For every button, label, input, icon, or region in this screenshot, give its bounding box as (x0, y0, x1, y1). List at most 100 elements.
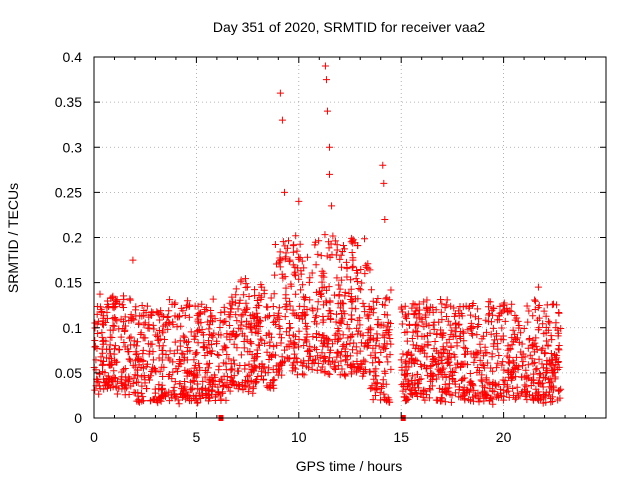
data-point (521, 381, 529, 389)
data-point (218, 389, 226, 397)
data-point (158, 311, 166, 319)
data-point (523, 396, 531, 404)
data-point (94, 330, 102, 338)
data-point (522, 366, 530, 374)
data-point (299, 281, 307, 289)
data-point (402, 385, 410, 393)
data-point (554, 329, 562, 337)
data-point (213, 350, 221, 358)
data-point (98, 345, 106, 353)
data-point (399, 308, 407, 316)
data-point (119, 292, 127, 300)
data-point (175, 400, 183, 408)
data-point (315, 237, 323, 245)
data-point (330, 291, 338, 299)
data-point (403, 314, 411, 322)
data-point (230, 372, 238, 380)
data-point (450, 351, 458, 359)
data-point (338, 276, 346, 284)
data-point (257, 293, 265, 301)
data-point (110, 300, 118, 308)
data-point (94, 378, 102, 386)
data-point (263, 382, 271, 390)
data-point (360, 370, 368, 378)
data-point (370, 375, 378, 383)
data-point (346, 339, 354, 347)
data-point (150, 325, 158, 333)
data-point (546, 356, 554, 364)
data-point (348, 368, 356, 376)
data-point (100, 358, 108, 366)
data-point (418, 315, 426, 323)
data-point (458, 312, 466, 320)
data-point (360, 303, 368, 311)
data-point (291, 263, 299, 271)
data-point (311, 355, 319, 363)
data-point (488, 350, 496, 358)
data-point (326, 354, 334, 362)
data-point (318, 363, 326, 371)
data-point (160, 335, 168, 343)
data-point (159, 372, 167, 380)
data-point (306, 352, 314, 360)
data-point (417, 363, 425, 371)
data-point (100, 385, 108, 393)
data-point (199, 377, 207, 385)
data-point (352, 275, 360, 283)
data-point (356, 365, 364, 373)
data-point (261, 339, 269, 347)
data-point (139, 397, 147, 405)
data-point (532, 297, 540, 305)
data-point (226, 331, 234, 339)
data-point (100, 375, 108, 383)
data-point (178, 349, 186, 357)
data-point (432, 375, 440, 383)
data-point (421, 396, 429, 404)
data-point (102, 318, 110, 326)
data-point (320, 358, 328, 366)
data-point (515, 321, 523, 329)
data-point (381, 215, 389, 223)
data-point (438, 333, 446, 341)
data-point (398, 320, 406, 328)
data-point (149, 363, 157, 371)
data-point (373, 298, 381, 306)
data-point (106, 360, 114, 368)
data-point (460, 343, 468, 351)
data-point (483, 349, 491, 357)
data-point (178, 390, 186, 398)
data-point (138, 389, 146, 397)
data-point (439, 343, 447, 351)
data-point (302, 319, 310, 327)
data-point (536, 374, 544, 382)
data-point (185, 313, 193, 321)
data-point (337, 319, 345, 327)
data-point (474, 364, 482, 372)
data-point (524, 318, 532, 326)
data-point (138, 382, 146, 390)
data-point (311, 241, 319, 249)
data-point (227, 305, 235, 313)
data-point (544, 341, 552, 349)
data-point (456, 383, 464, 391)
data-point (145, 324, 153, 332)
data-point (460, 384, 468, 392)
data-point (158, 327, 166, 335)
data-point (518, 362, 526, 370)
data-point (461, 350, 469, 358)
data-point (246, 338, 254, 346)
data-point (528, 342, 536, 350)
data-point (155, 354, 163, 362)
data-point (273, 368, 281, 376)
data-point (555, 308, 563, 316)
data-point (385, 326, 393, 334)
data-point (423, 353, 431, 361)
data-point (127, 311, 135, 319)
data-point (173, 367, 181, 375)
data-point (480, 352, 488, 360)
data-point (179, 307, 187, 315)
data-point (328, 202, 336, 210)
data-point (305, 348, 313, 356)
data-point (509, 326, 517, 334)
data-point (450, 304, 458, 312)
